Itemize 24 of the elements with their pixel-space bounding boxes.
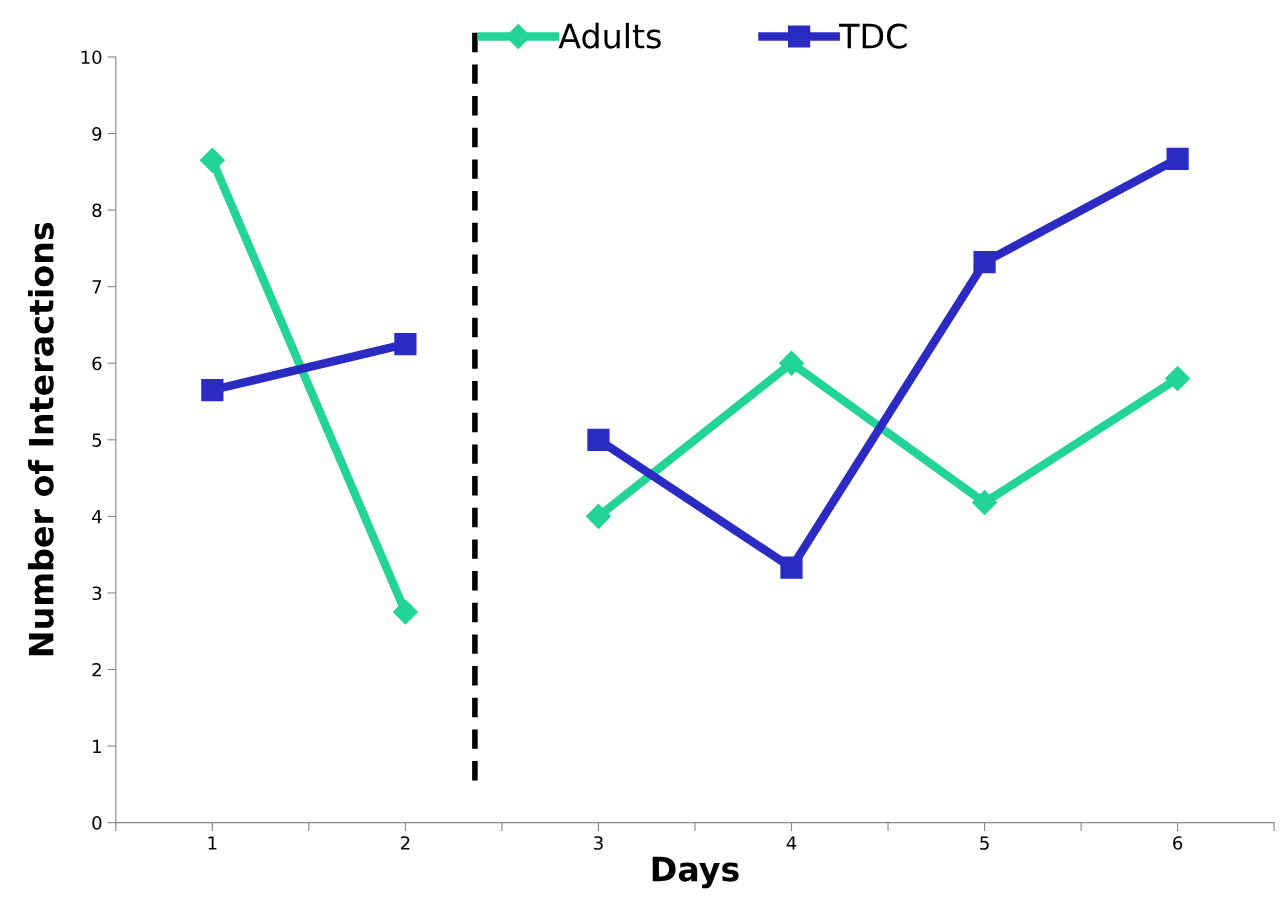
point	[1166, 147, 1189, 170]
y-tick-label: 7	[92, 280, 102, 294]
y-tick-label: 5	[92, 433, 102, 447]
x-tick-label: 5	[980, 836, 989, 850]
point	[973, 251, 996, 274]
y-tick-label: 10	[81, 50, 102, 65]
y-tick-label: 8	[92, 203, 102, 218]
y-tick-label: 0	[92, 816, 102, 830]
legend-label: TDC	[839, 23, 907, 49]
x-tick-label: 3	[594, 836, 603, 850]
y-tick-label: 2	[92, 662, 101, 677]
x-tick-label: 4	[786, 836, 797, 850]
y-tick-label: 4	[92, 510, 102, 524]
x-tick-label: 1	[208, 836, 217, 850]
y-tick-label: 6	[92, 356, 102, 371]
y-axis-title: Number of Interactions	[27, 222, 54, 656]
y-tick-label: 9	[92, 126, 102, 141]
point	[780, 556, 803, 579]
y-tick-label: 3	[92, 586, 102, 601]
legend-label: Adults	[558, 22, 661, 49]
x-axis-title: Days	[652, 856, 739, 889]
x-tick-label: 6	[1173, 836, 1183, 850]
x-tick-label: 2	[400, 836, 410, 850]
y-tick-label: 1	[93, 739, 101, 753]
